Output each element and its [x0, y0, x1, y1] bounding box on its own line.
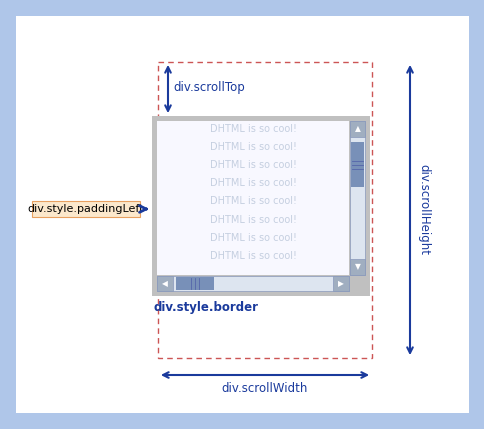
- Bar: [333, 276, 348, 291]
- Text: DHTML is so cool!: DHTML is so cool!: [209, 142, 296, 152]
- Bar: [349, 121, 364, 275]
- Text: DHTML is so cool!: DHTML is so cool!: [209, 124, 296, 134]
- Bar: [157, 121, 348, 275]
- Text: DHTML is so cool!: DHTML is so cool!: [209, 160, 296, 170]
- Text: ▼: ▼: [354, 263, 360, 272]
- Bar: [176, 277, 213, 290]
- Text: DHTML is so cool!: DHTML is so cool!: [209, 196, 296, 206]
- Text: ▲: ▲: [354, 124, 360, 133]
- Bar: [350, 142, 363, 187]
- Text: div.style.border: div.style.border: [154, 301, 258, 314]
- Text: DHTML is so cool!: DHTML is so cool!: [209, 178, 296, 188]
- Text: div.style.paddingLeft: div.style.paddingLeft: [28, 204, 144, 214]
- Bar: [349, 121, 364, 137]
- Bar: [158, 62, 371, 358]
- Bar: [349, 259, 364, 275]
- Text: DHTML is so cool!: DHTML is so cool!: [209, 233, 296, 243]
- Text: DHTML is so cool!: DHTML is so cool!: [209, 214, 296, 225]
- Text: div.scrollTop: div.scrollTop: [173, 81, 244, 94]
- Bar: [157, 276, 173, 291]
- Text: ◀: ◀: [162, 279, 167, 288]
- Bar: [157, 276, 348, 291]
- Text: ▶: ▶: [337, 279, 343, 288]
- Text: div.scrollWidth: div.scrollWidth: [221, 381, 307, 395]
- Text: div.scrollHeight: div.scrollHeight: [417, 164, 430, 256]
- Text: DHTML is so cool!: DHTML is so cool!: [209, 251, 296, 261]
- FancyBboxPatch shape: [32, 201, 140, 217]
- Bar: [151, 116, 369, 296]
